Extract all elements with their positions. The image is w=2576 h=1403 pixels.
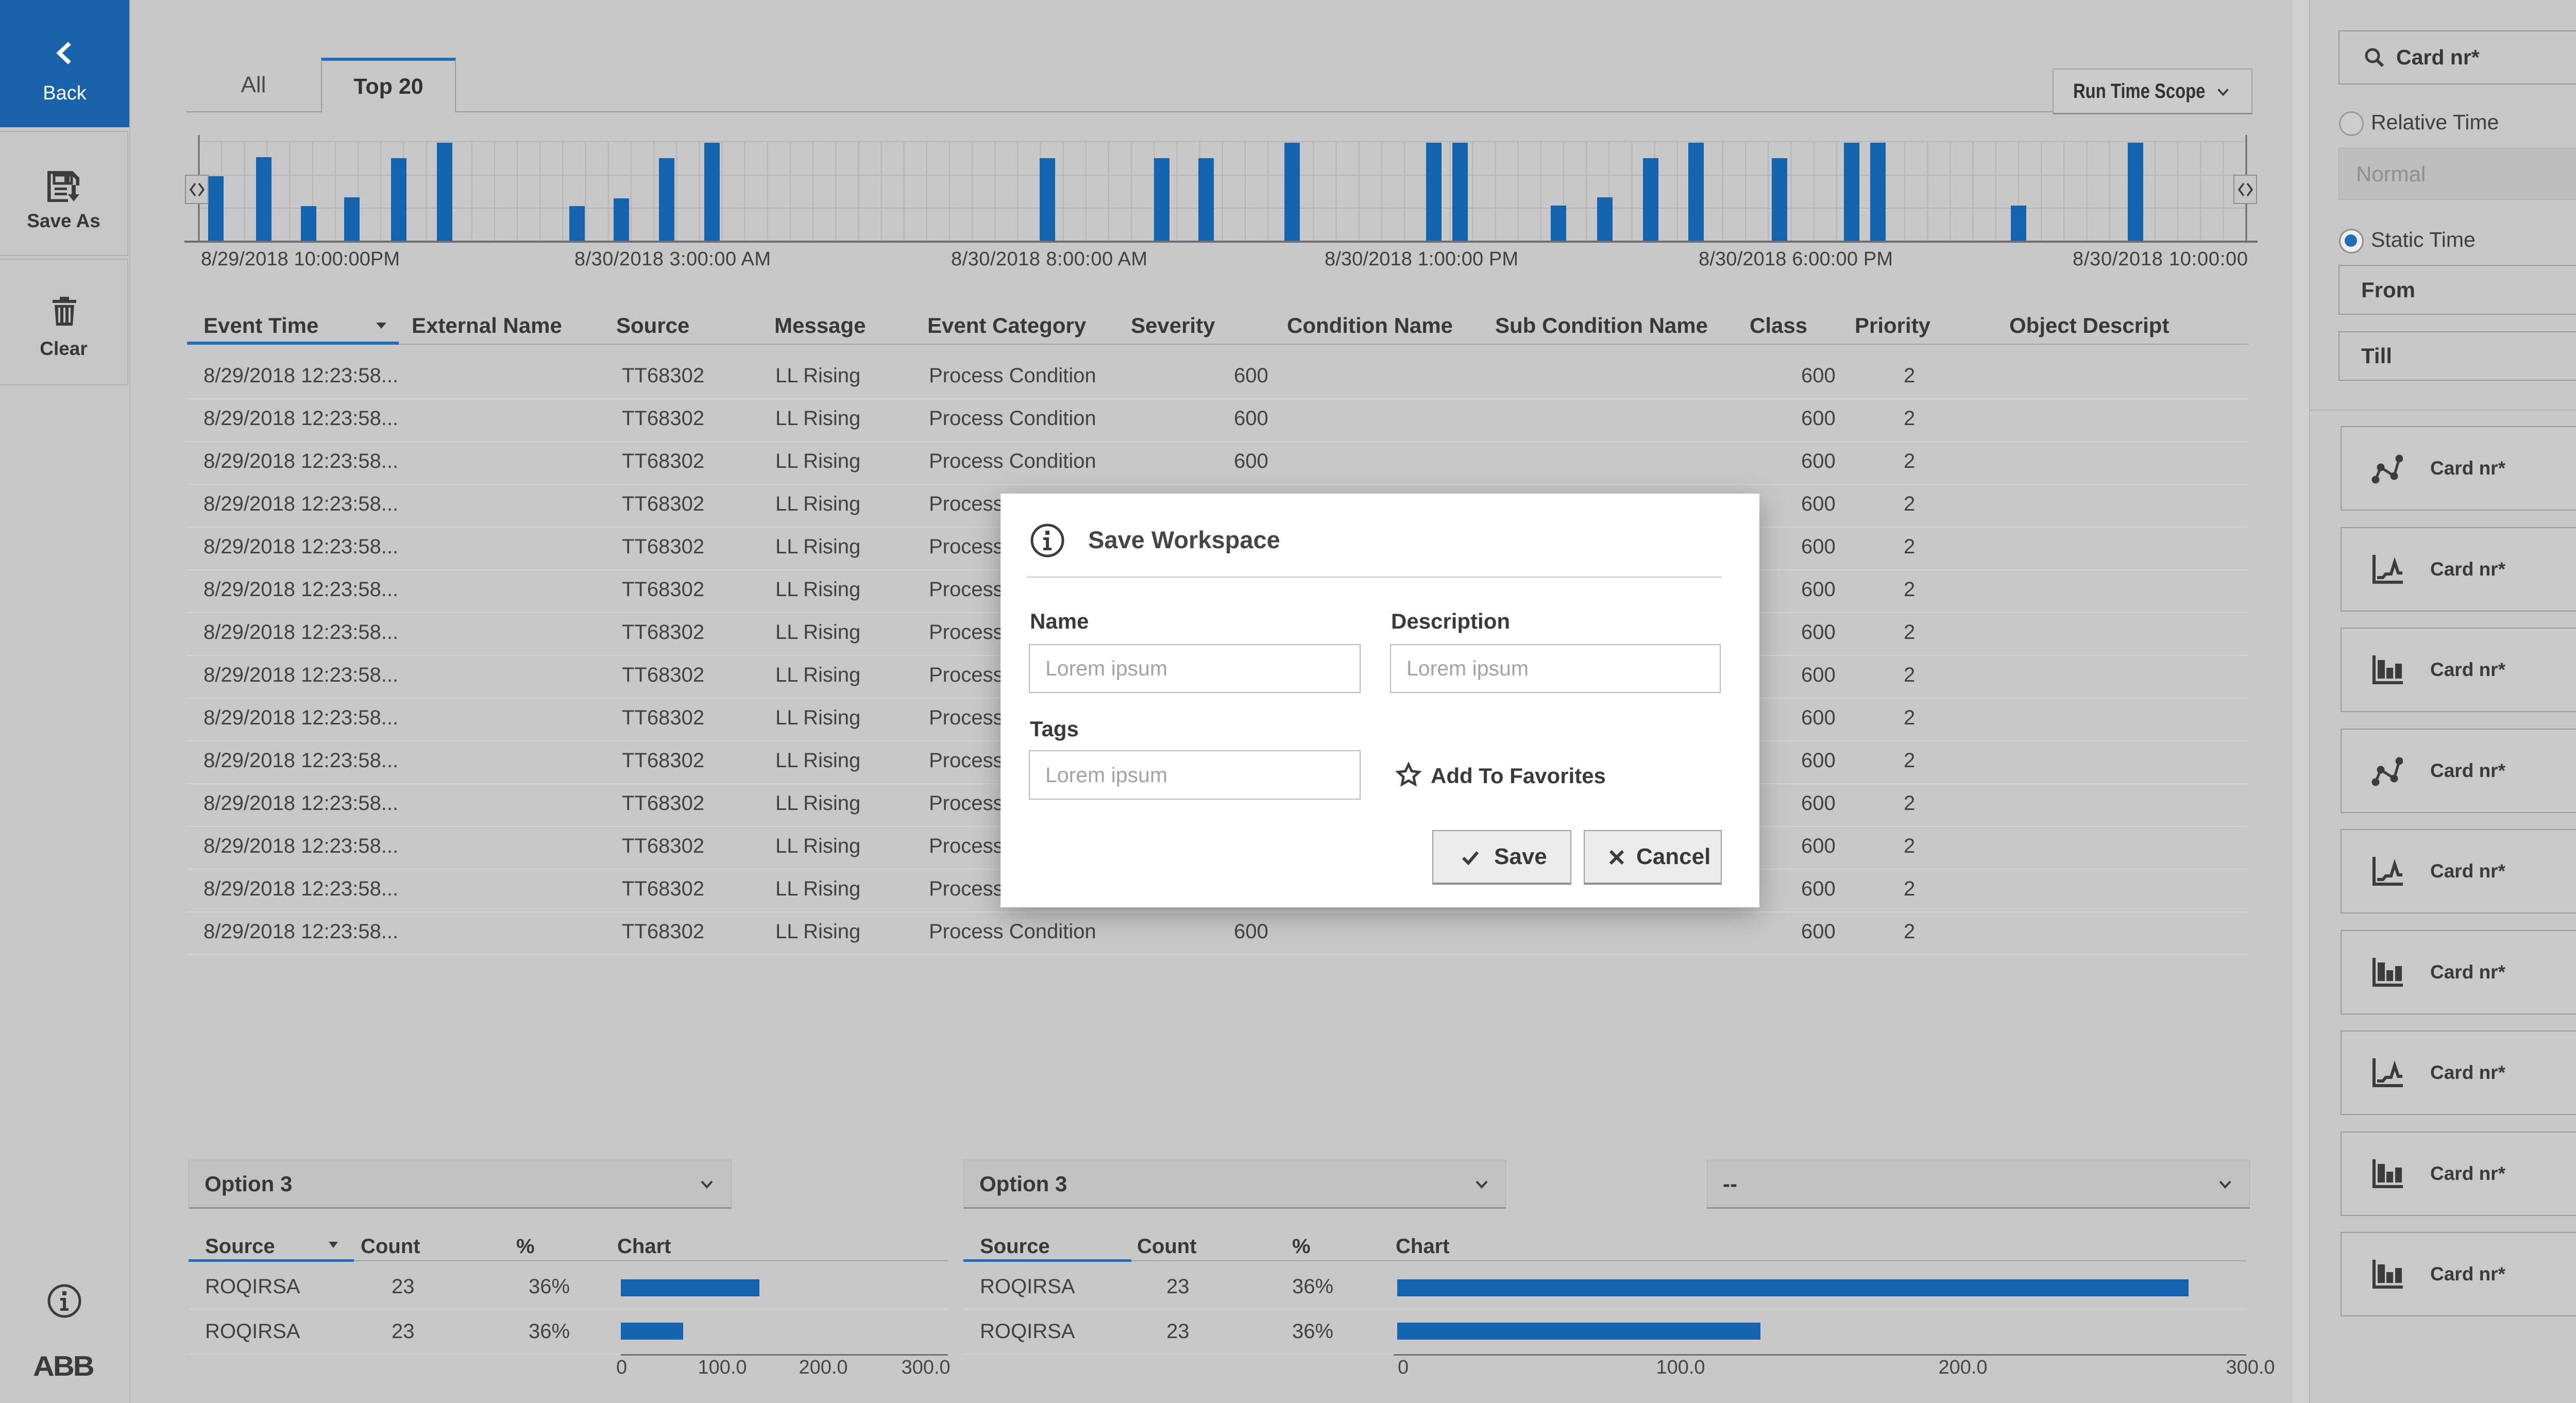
svg-text:8/30/2018 6:00:00 PM: 8/30/2018 6:00:00 PM: [1699, 248, 1893, 270]
svg-text:8/29/2018 10:00:00PM: 8/29/2018 10:00:00PM: [201, 248, 400, 270]
svg-text:8/30/2018 1:00:00 PM: 8/30/2018 1:00:00 PM: [1325, 248, 1518, 270]
svg-text:8/30/2018 3:00:00 AM: 8/30/2018 3:00:00 AM: [574, 248, 771, 270]
svg-text:8/30/2018 10:00:00: 8/30/2018 10:00:00: [2073, 248, 2248, 270]
svg-text:8/30/2018 8:00:00 AM: 8/30/2018 8:00:00 AM: [951, 248, 1147, 270]
